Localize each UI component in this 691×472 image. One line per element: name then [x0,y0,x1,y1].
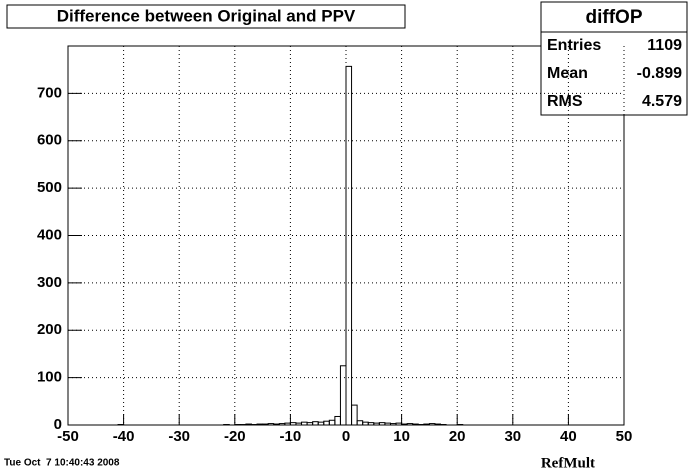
stats-title: diffOP [586,7,643,28]
x-tick-label: 30 [504,428,521,445]
chart-title: Difference between Original and PPV [57,6,356,25]
y-tick-label: 500 [37,179,62,196]
bar [423,423,430,426]
bar [256,423,264,426]
x-axis-label: RefMult [541,455,595,471]
stats-value: 4.579 [642,93,682,110]
bar [345,65,353,426]
bar [434,423,442,426]
bar [245,423,252,426]
y-tick-label: 400 [37,226,62,243]
bar [412,423,419,426]
stats-box: diffOP [540,1,688,116]
stats-value: -0.899 [637,65,682,82]
bar [273,423,280,426]
bar [262,423,269,426]
timestamp: Tue Oct 7 10:40:43 2008 [4,458,120,469]
bar [401,423,408,426]
y-tick-label: 200 [37,321,62,338]
x-tick-label: -20 [224,428,246,445]
x-tick-label: -10 [280,428,302,445]
x-tick-label: 10 [393,428,410,445]
y-tick-label: 0 [54,416,62,433]
stats-value: 1109 [647,37,682,54]
y-tick-label: 600 [37,132,62,149]
x-tick-label: -30 [168,428,190,445]
stats-label: RMS [547,93,583,110]
x-tick-label: 0 [342,428,350,445]
stats-frame [540,1,688,116]
title-box [6,4,406,29]
y-tick-label: 100 [37,369,62,386]
x-tick-label: 40 [560,428,577,445]
x-tick-label: 20 [449,428,466,445]
x-tick-label: -50 [57,428,79,445]
x-tick-label: 50 [616,428,633,445]
stats-label: Entries [547,37,601,54]
bar [351,404,358,426]
stats-label: Mean [547,65,588,82]
x-tick-label: -40 [113,428,135,445]
y-tick-label: 300 [37,274,62,291]
y-tick-label: 700 [37,84,62,101]
